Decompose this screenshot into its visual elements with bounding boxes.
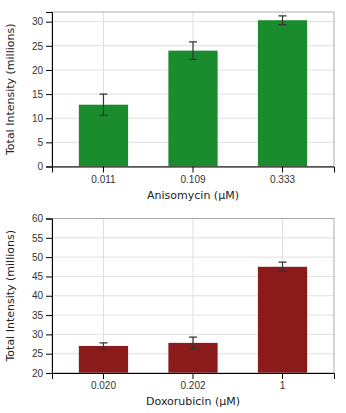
tick-label: 15: [32, 89, 44, 100]
y-axis-title: Total Intensity (millions): [4, 230, 17, 363]
tick-mark: [193, 167, 194, 173]
tick-label: 20: [32, 368, 44, 379]
tick-mark: [46, 22, 52, 23]
tick: 0.333: [270, 167, 295, 185]
tick-mark: [46, 354, 52, 355]
tick: 30: [32, 16, 52, 27]
tick-mark: [46, 238, 52, 239]
tick: 10: [32, 113, 52, 124]
tick-label: 45: [32, 271, 44, 282]
grid: [52, 12, 334, 167]
tick: 55: [32, 233, 52, 244]
tick-label: 5: [37, 137, 43, 148]
x-axis-title: Anisomycin (μM): [147, 189, 239, 202]
tick-mark: [46, 70, 52, 71]
tick: 25: [32, 348, 52, 359]
tick: 15: [32, 89, 52, 100]
plot-frame: [52, 219, 334, 374]
tick-mark: [46, 276, 52, 277]
tick: 0: [37, 161, 52, 172]
tick: 25: [32, 40, 52, 51]
bar: [168, 51, 217, 167]
chart: 0 5 10 15 20 25 30 0.011 0.109 0.333 Anisomycin (μ…: [0, 0, 346, 413]
axis-domain: [53, 374, 335, 380]
tick: 5: [37, 137, 52, 148]
tick: 35: [32, 310, 52, 321]
tick-label: 50: [32, 252, 44, 263]
axis-domain: [46, 13, 53, 168]
tick: 0.202: [180, 373, 205, 391]
error-bar: [279, 262, 287, 271]
tick: 30: [32, 329, 52, 340]
tick-label: 1: [280, 380, 286, 391]
tick-label: 0.333: [270, 174, 295, 185]
axis-domain: [53, 167, 335, 173]
tick-label: 0.020: [91, 380, 116, 391]
tick: 50: [32, 252, 52, 263]
bar: [79, 346, 128, 373]
tick-mark: [193, 373, 194, 379]
x-axis: 0.020 0.202 1: [53, 373, 335, 391]
y-axis: 20 25 30 35 40 45 50 55 60: [32, 213, 53, 379]
bar: [258, 20, 307, 166]
grid: [52, 219, 334, 374]
tick-mark: [46, 334, 52, 335]
tick: 40: [32, 290, 52, 301]
tick-label: 25: [32, 40, 44, 51]
y-axis-title: Total Intensity (millions): [4, 23, 17, 156]
tick-mark: [46, 118, 52, 119]
tick: 20: [32, 65, 52, 76]
tick-label: 10: [32, 113, 44, 124]
tick-label: 60: [32, 213, 44, 224]
error-bar: [279, 16, 287, 25]
tick-mark: [46, 142, 52, 143]
tick: 0.109: [180, 167, 205, 185]
tick: 0.020: [91, 373, 116, 391]
y-axis: 0 5 10 15 20 25 30: [32, 13, 53, 173]
tick: 0.011: [91, 167, 116, 185]
tick-label: 25: [32, 348, 44, 359]
tick-label: 55: [32, 233, 44, 244]
tick: 60: [32, 213, 52, 224]
axis-domain: [46, 219, 53, 374]
tick-mark: [282, 167, 283, 173]
tick-label: 30: [32, 16, 44, 27]
x-axis: 0.011 0.109 0.333: [53, 167, 335, 185]
tick-mark: [46, 46, 52, 47]
tick: 1: [280, 373, 286, 391]
tick-mark: [46, 373, 52, 374]
tick-label: 0.202: [180, 380, 205, 391]
tick-mark: [46, 167, 52, 168]
tick: 20: [32, 368, 52, 379]
tick-mark: [103, 373, 104, 379]
tick-mark: [46, 315, 52, 316]
tick-label: 30: [32, 329, 44, 340]
tick-label: 0.109: [180, 174, 205, 185]
error-bar: [99, 94, 107, 115]
tick-label: 35: [32, 310, 44, 321]
plot-frame: [52, 12, 334, 167]
tick-mark: [46, 94, 52, 95]
marks: [79, 262, 307, 373]
tick-label: 0: [37, 161, 43, 172]
x-axis-title: Doxorubicin (μM): [146, 395, 240, 408]
tick-label: 20: [32, 65, 44, 76]
tick-mark: [46, 219, 52, 220]
bar: [258, 267, 307, 373]
panel: 20 25 30 35 40 45 50 55 60 0.020 0.202 1 Doxorubicin…: [4, 213, 335, 408]
tick-label: 40: [32, 290, 44, 301]
error-bar: [189, 42, 197, 59]
tick-label: 0.011: [91, 174, 116, 185]
tick: 45: [32, 271, 52, 282]
tick-mark: [103, 167, 104, 173]
tick-mark: [46, 257, 52, 258]
panel: 0 5 10 15 20 25 30 0.011 0.109 0.333 Anisomycin (μ…: [4, 12, 335, 202]
tick-mark: [282, 373, 283, 379]
marks: [79, 16, 307, 167]
tick-mark: [46, 296, 52, 297]
error-bar: [99, 343, 107, 349]
error-bar: [189, 337, 197, 349]
